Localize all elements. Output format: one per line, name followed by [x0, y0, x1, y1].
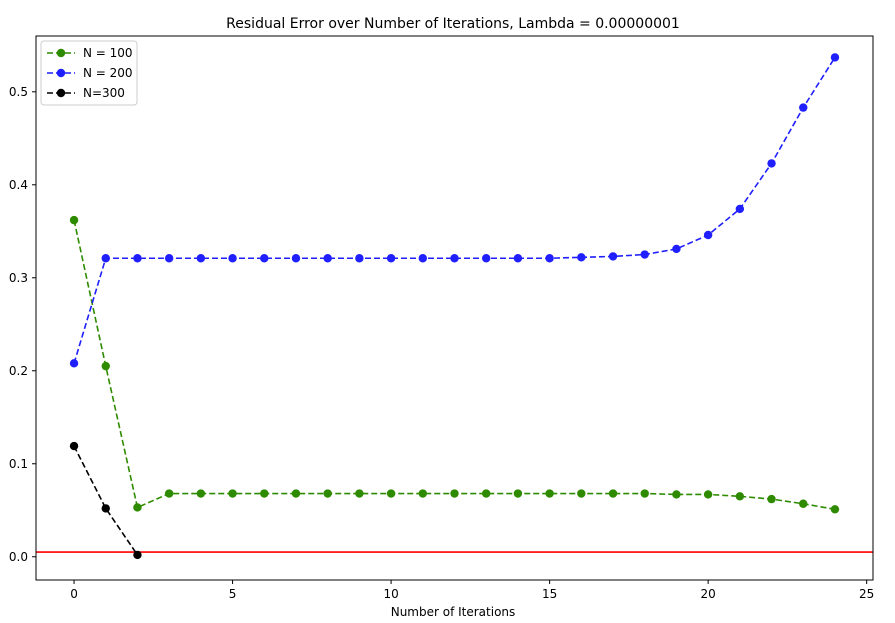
series-2	[69, 53, 840, 368]
data-point	[260, 489, 269, 498]
x-tick-label: 25	[859, 587, 874, 601]
legend-label: N=300	[83, 86, 125, 100]
data-point	[323, 254, 332, 263]
data-point	[101, 504, 110, 513]
data-point	[482, 489, 491, 498]
data-point	[799, 103, 808, 112]
plot-frame	[35, 35, 874, 581]
x-tick-label: 5	[229, 587, 237, 601]
data-point	[291, 489, 301, 498]
y-tick-label: 0.5	[9, 85, 28, 99]
data-point	[69, 215, 79, 225]
legend: N = 100 N = 200 N=300	[40, 40, 138, 106]
legend-marker	[56, 48, 66, 58]
data-point	[291, 254, 301, 263]
data-point	[577, 489, 586, 498]
data-point	[323, 489, 332, 498]
data-point	[830, 53, 840, 62]
series-1	[69, 215, 840, 514]
legend-box	[40, 40, 138, 106]
data-point	[577, 253, 586, 262]
data-point	[703, 490, 713, 499]
data-point	[830, 505, 840, 514]
y-tick-label: 0.3	[9, 271, 28, 285]
data-point	[133, 503, 142, 512]
data-point	[133, 254, 142, 263]
data-point	[450, 254, 459, 263]
legend-item: N=300	[47, 86, 125, 100]
data-point	[386, 489, 396, 498]
data-point	[735, 492, 745, 501]
data-point	[418, 254, 427, 263]
data-point	[101, 361, 110, 371]
series-3	[69, 441, 142, 560]
data-point	[767, 159, 776, 168]
x-axis-ticks: 0 5 10 15 20 25	[70, 580, 874, 601]
data-point	[196, 254, 206, 263]
data-point	[133, 550, 142, 560]
data-point	[767, 494, 776, 504]
x-tick-label: 10	[383, 587, 398, 601]
data-point	[355, 489, 364, 498]
data-point	[355, 254, 364, 263]
data-point	[545, 254, 554, 263]
data-point	[672, 490, 681, 499]
data-point	[260, 254, 269, 263]
y-axis-ticks: 0.0 0.1 0.2 0.3 0.4 0.5	[9, 85, 36, 564]
legend-item: N = 100	[47, 46, 133, 60]
x-tick-label: 15	[542, 587, 557, 601]
data-point	[418, 489, 427, 498]
data-point	[196, 489, 206, 498]
data-point	[69, 359, 79, 368]
chart-title: Residual Error over Number of Iterations…	[226, 16, 680, 32]
data-point	[228, 254, 237, 263]
data-point	[164, 254, 174, 263]
data-point	[672, 244, 681, 254]
x-axis-label: Number of Iterations	[391, 605, 516, 619]
data-point	[608, 489, 618, 498]
data-point	[228, 489, 237, 498]
data-point	[799, 499, 808, 508]
data-point	[640, 489, 649, 498]
data-point	[545, 489, 554, 498]
y-tick-label: 0.4	[9, 178, 28, 192]
data-point	[164, 489, 174, 498]
series-line	[73, 445, 139, 556]
x-tick-label: 20	[700, 587, 715, 601]
data-point	[101, 254, 110, 263]
data-point	[450, 489, 459, 498]
legend-item: N = 200	[47, 66, 133, 80]
data-point	[482, 254, 491, 263]
y-tick-label: 0.2	[9, 364, 28, 378]
x-tick-label: 0	[70, 587, 78, 601]
data-point	[69, 441, 79, 451]
y-tick-label: 0.0	[9, 550, 28, 564]
data-point	[735, 204, 745, 214]
legend-marker	[56, 68, 66, 78]
data-point	[640, 250, 649, 259]
legend-label: N = 100	[83, 46, 133, 60]
legend-marker	[56, 88, 66, 98]
data-point	[513, 254, 523, 263]
data-point	[513, 489, 523, 498]
data-point	[703, 230, 713, 240]
plot-area	[36, 53, 873, 560]
y-tick-label: 0.1	[9, 457, 28, 471]
data-point	[386, 254, 396, 263]
data-point	[608, 252, 618, 261]
legend-label: N = 200	[83, 66, 133, 80]
